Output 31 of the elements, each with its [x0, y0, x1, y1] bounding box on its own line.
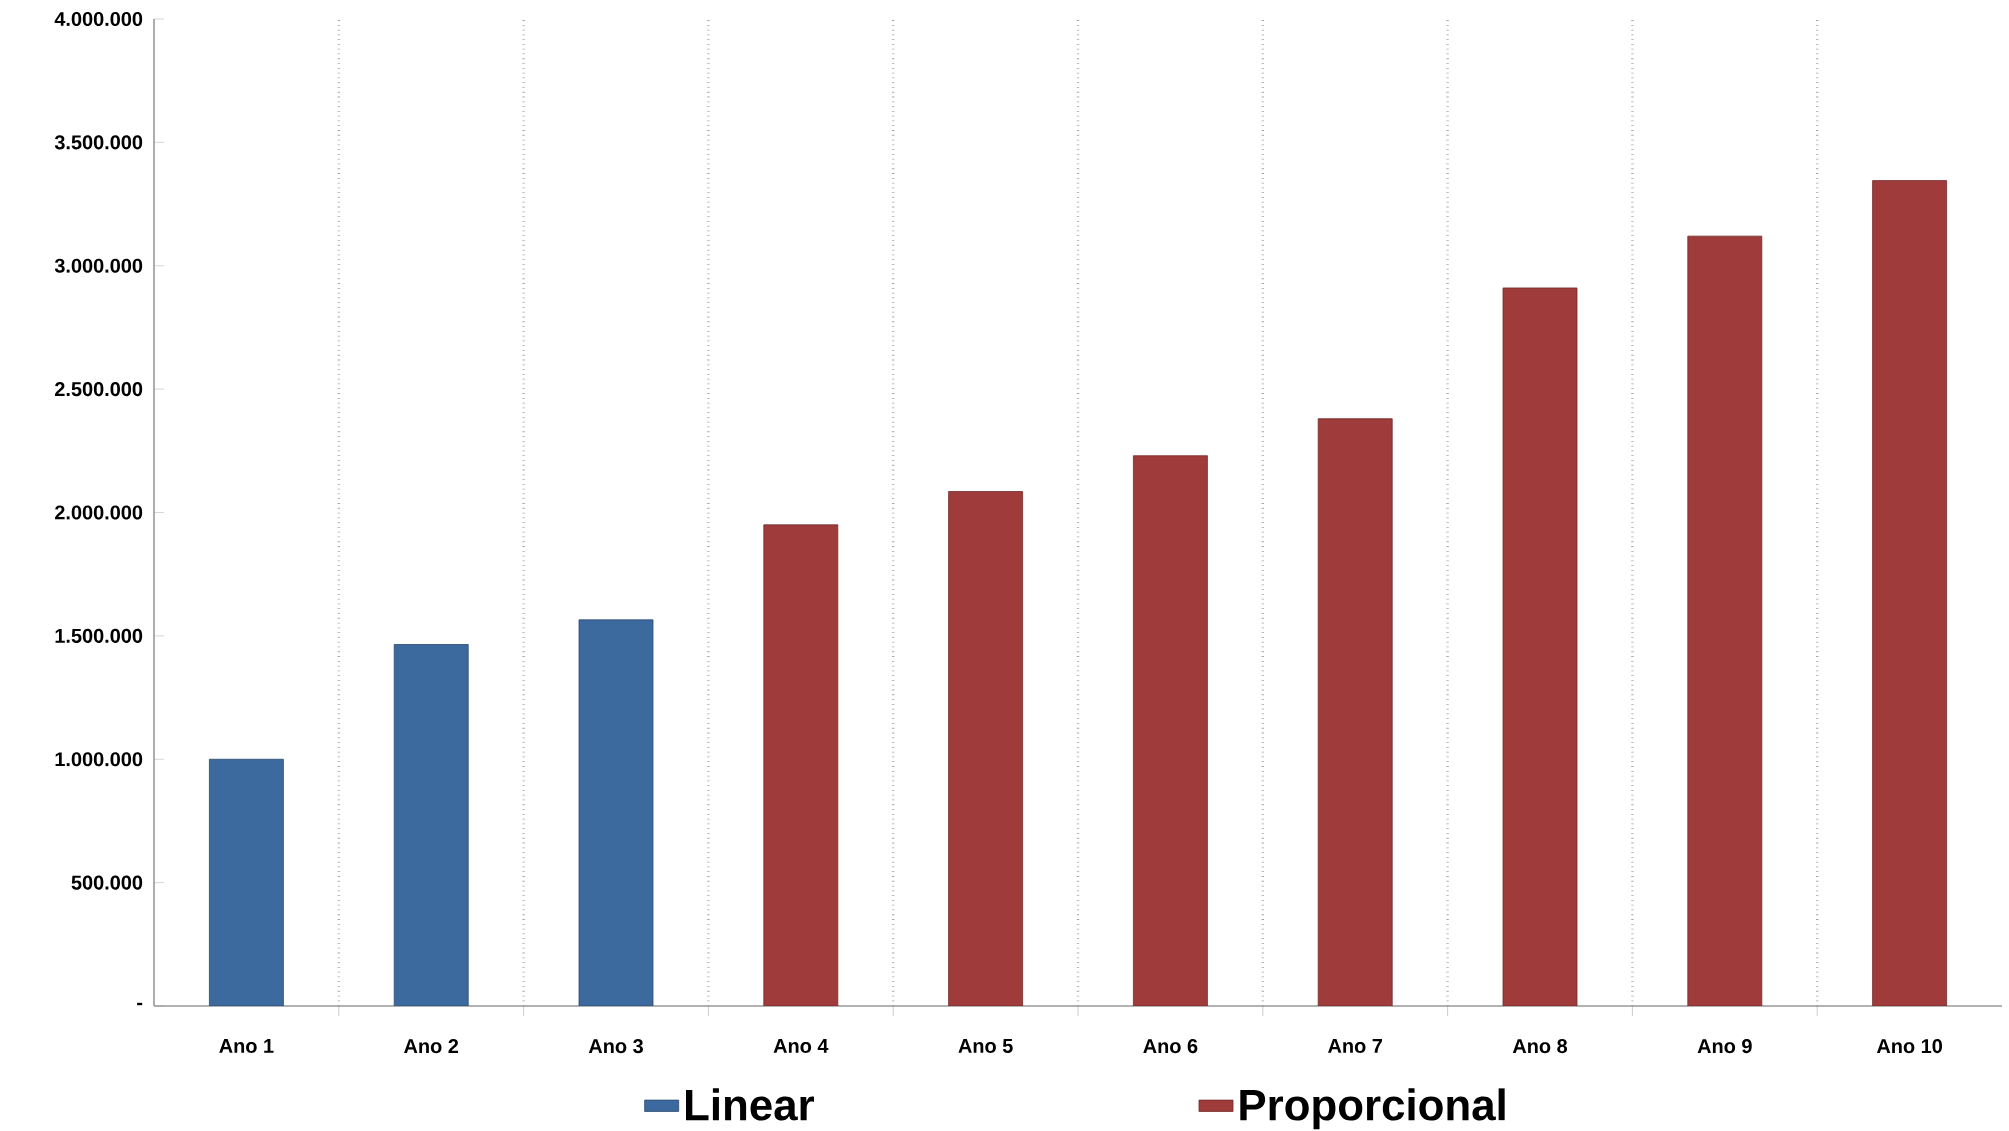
- x-tick-label: Ano 6: [1143, 1039, 1198, 1054]
- bar: [948, 491, 1024, 1006]
- y-tick-label: -: [137, 1002, 143, 1006]
- y-tick-label: 1.500.000: [55, 628, 143, 643]
- bar: [1317, 418, 1393, 1006]
- y-tick-label: 2.500.000: [55, 382, 143, 397]
- y-tick-label: 3.000.000: [54, 258, 143, 273]
- x-tick-label: Ano 4: [773, 1038, 829, 1053]
- bar: [1687, 235, 1763, 1006]
- x-tick-label: Ano 9: [1697, 1039, 1752, 1054]
- bar: [1502, 287, 1578, 1006]
- bar: [1133, 455, 1208, 1006]
- x-tick-label: Ano 10: [1876, 1039, 1942, 1054]
- y-tick-label: 2.000.000: [55, 505, 143, 520]
- bar: [578, 619, 654, 1006]
- x-tick-label: Ano 7: [1328, 1038, 1382, 1053]
- bar: [1872, 180, 1947, 1006]
- x-tick-label: Ano 1: [219, 1038, 274, 1053]
- legend-label: Proporcional: [1240, 1088, 1505, 1130]
- x-tick-label: Ano 3: [588, 1039, 643, 1054]
- x-tick-label: Ano 5: [958, 1038, 1013, 1053]
- bar: [763, 524, 839, 1006]
- x-tick-label: Ano 2: [404, 1039, 459, 1054]
- y-tick-label: 1.000.000: [55, 752, 143, 767]
- y-tick-label: 500.000: [71, 875, 143, 890]
- y-tick-label: 3.500.000: [54, 135, 143, 150]
- x-tick-label: Ano 8: [1512, 1039, 1568, 1054]
- y-tick-label: 4.000.000: [54, 11, 143, 26]
- legend-label: Linear: [686, 1088, 814, 1121]
- bar: [209, 758, 284, 1006]
- bar: [393, 644, 469, 1006]
